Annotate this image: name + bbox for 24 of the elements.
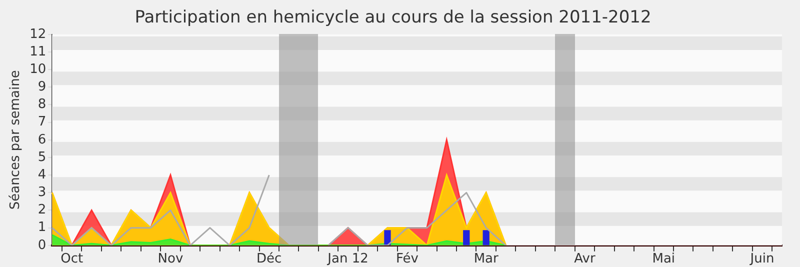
y-tick-label: 7 xyxy=(38,114,46,130)
y-tick-label: 6 xyxy=(38,132,46,148)
x-tick-label: Déc xyxy=(256,252,282,267)
x-tick-label: Mai xyxy=(652,252,676,267)
y-tick-label: 10 xyxy=(30,62,46,77)
y-tick-label: 2 xyxy=(38,202,46,218)
y-tick-label: 9 xyxy=(38,80,46,95)
y-tick-label: 3 xyxy=(38,185,46,200)
y-tick-label: 12 xyxy=(30,26,46,42)
x-tick-label: Mar xyxy=(474,252,500,267)
y-tick-label: 0 xyxy=(38,238,46,253)
y-tick-label: 8 xyxy=(38,97,46,112)
x-tick-label: Fév xyxy=(396,252,419,267)
x-tick-label: Oct xyxy=(60,252,84,267)
x-tick-label: Jan 12 xyxy=(326,252,368,267)
x-tick-label: Juin xyxy=(749,252,774,267)
y-tick-label: 4 xyxy=(38,167,46,182)
x-tick-label: Nov xyxy=(158,252,184,267)
y-tick-label: 1 xyxy=(38,220,46,236)
chart-title: Participation en hemicycle au cours de la session 2011-2012 xyxy=(134,8,652,28)
y-tick-label: 11 xyxy=(30,44,46,60)
y-axis-title: Séances par semaine xyxy=(8,70,24,210)
x-tick-label: Avr xyxy=(574,252,596,267)
y-tick-label: 5 xyxy=(38,150,46,165)
